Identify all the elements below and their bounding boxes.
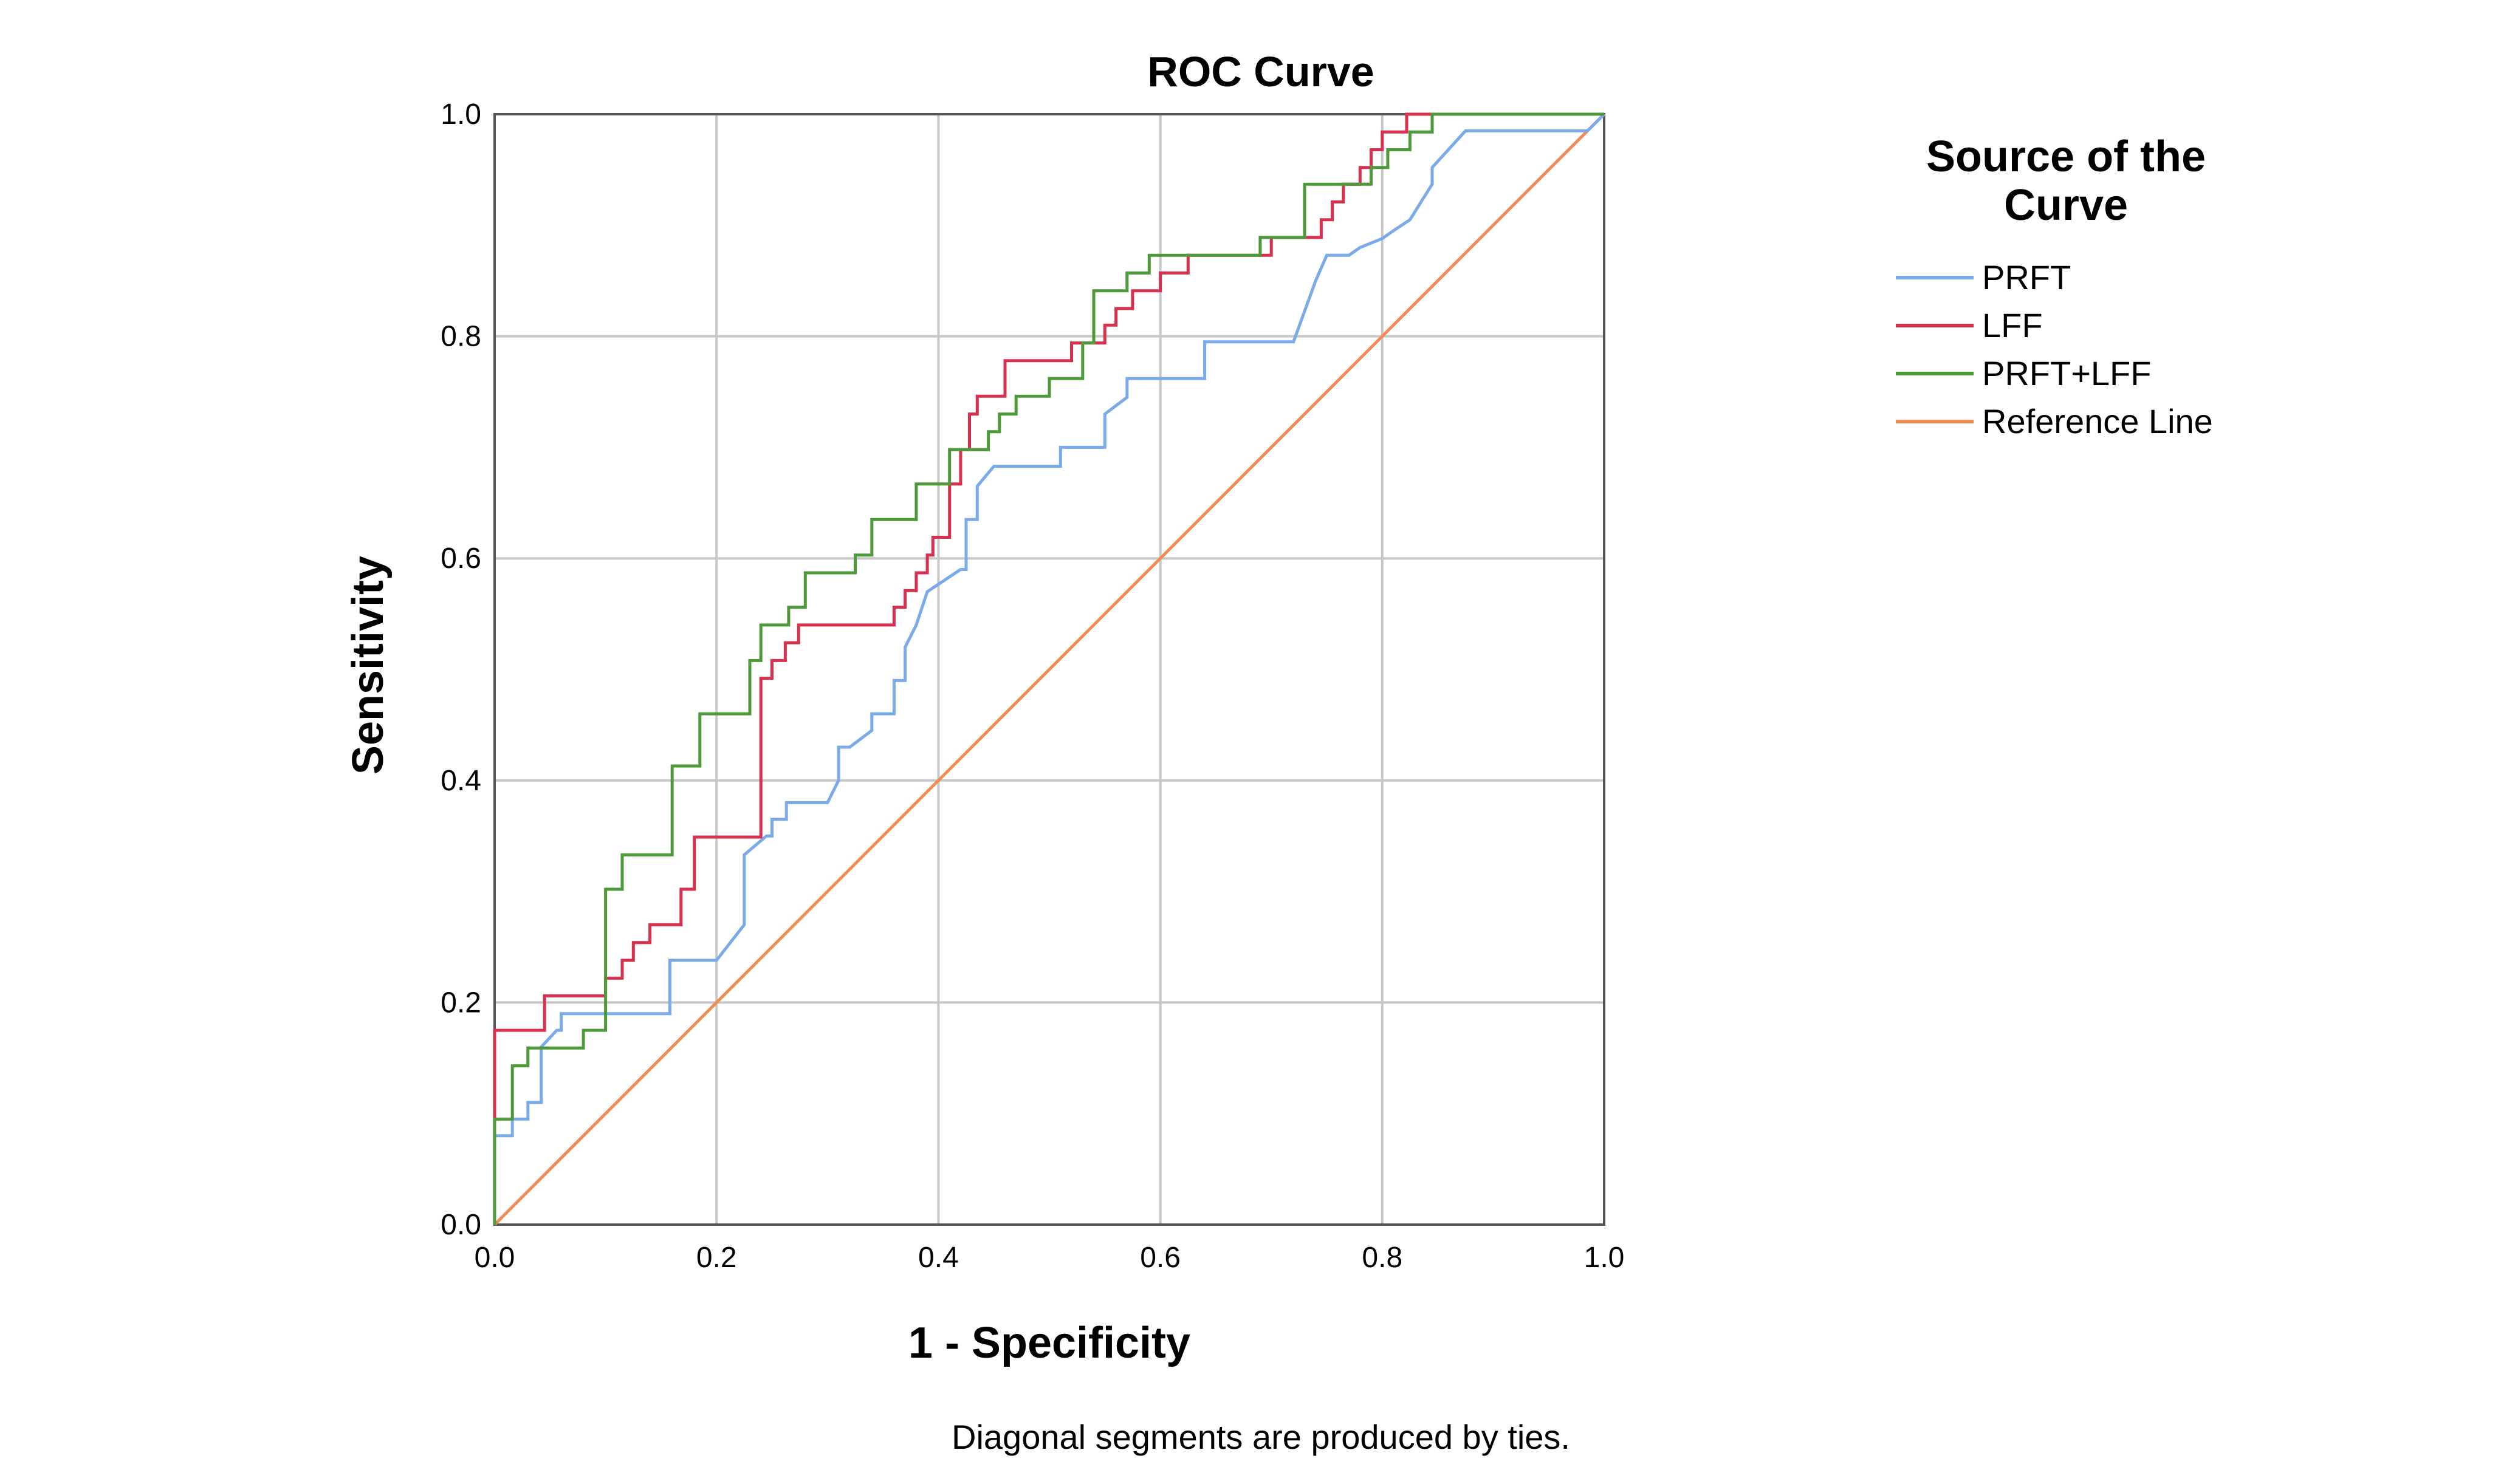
y-tick-labels: 0.0 0.2 0.4 0.6 0.8 1.0 [441, 98, 481, 1241]
x-tick-labels: 0.0 0.2 0.4 0.6 0.8 1.0 [475, 1242, 1625, 1274]
series-line-prft [493, 113, 1605, 1225]
legend-label-prft: PRFT [1982, 258, 2071, 296]
x-tick-label: 1.0 [1584, 1242, 1625, 1274]
y-tick-label: 1.0 [441, 98, 481, 131]
y-tick-label: 0.8 [441, 321, 481, 353]
legend-title-line-1: Source of the [1926, 132, 2206, 181]
x-tick-label: 0.0 [475, 1242, 515, 1274]
legend: Source of the Curve PRFT LFF PRFT+LFF Refer… [1896, 132, 2213, 440]
y-tick-label: 0.4 [441, 765, 481, 797]
y-tick-label: 0.0 [441, 1209, 481, 1241]
legend-label-prft-lff: PRFT+LFF [1982, 354, 2151, 392]
legend-items: PRFT LFF PRFT+LFF Reference Line [1896, 258, 2213, 440]
legend-title-line-2: Curve [2004, 181, 2128, 230]
legend-label-reference-line: Reference Line [1982, 402, 2213, 440]
x-tick-label: 0.8 [1362, 1242, 1402, 1274]
series-line-reference-line [493, 113, 1605, 1226]
y-tick-label: 0.2 [441, 986, 481, 1019]
series-group [493, 112, 1605, 1226]
y-axis-label: Sensitivity [344, 556, 393, 774]
x-tick-label: 0.4 [918, 1242, 959, 1274]
x-axis-label: 1 - Specificity [908, 1319, 1190, 1367]
series-line-prft-lff [493, 112, 1604, 1225]
y-tick-label: 0.6 [441, 542, 481, 575]
chart-title: ROC Curve [1147, 48, 1374, 95]
x-tick-label: 0.6 [1140, 1242, 1181, 1274]
legend-label-lff: LFF [1982, 306, 2043, 344]
x-tick-label: 0.2 [696, 1242, 737, 1274]
plot-frame [493, 113, 1605, 1226]
footnote: Diagonal segments are produced by ties. [952, 1418, 1570, 1456]
